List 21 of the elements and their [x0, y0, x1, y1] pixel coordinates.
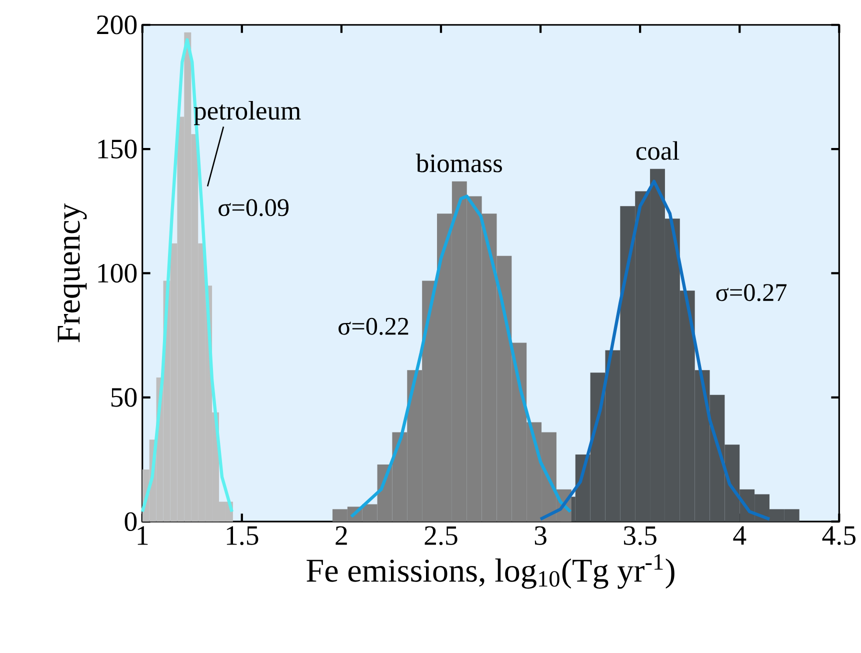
annotation: σ=0.22 — [338, 318, 408, 335]
y-axis-title: Frequency — [58, 203, 87, 342]
x-axis-title: Fe emissions, log$_{10}$(Tg yr$^{-1}$) — [306, 554, 674, 589]
x-tick-label: 2 — [336, 526, 347, 545]
y-tick-label: 100 — [98, 264, 137, 283]
y-tick-label: 0 — [124, 512, 137, 532]
x-tick-label: 1 — [138, 526, 148, 545]
y-tick-label: 50 — [111, 388, 137, 407]
x-tick-label: 3.5 — [624, 526, 656, 546]
x-tick-label: 3 — [534, 526, 546, 546]
x-tick-label: 1.5 — [226, 526, 258, 546]
annotation: σ=0.27 — [716, 284, 787, 302]
annotation: σ=0.09 — [218, 199, 289, 216]
series-label: biomass — [416, 154, 502, 172]
x-tick-label: 4.5 — [822, 526, 856, 546]
y-tick-label: 150 — [98, 140, 137, 158]
series-label: petroleum — [194, 101, 301, 126]
y-tick-label: 200 — [97, 15, 137, 34]
x-tick-label: 2.5 — [424, 526, 458, 546]
series-label: coal — [636, 141, 680, 160]
x-tick-label: 4 — [733, 526, 746, 545]
